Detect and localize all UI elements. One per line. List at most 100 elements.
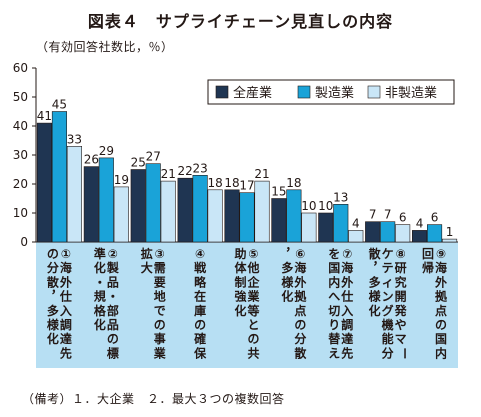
category-label-char: の xyxy=(294,318,306,332)
category-label-char: 拠 xyxy=(435,289,448,304)
category-label-char: 事 xyxy=(154,331,166,346)
category-label-char: 分 xyxy=(47,260,59,275)
y-tick-label: 50 xyxy=(13,90,28,104)
category-label-char: 製 xyxy=(106,260,120,275)
category-label-char: ン xyxy=(382,290,394,304)
legend-box xyxy=(207,79,455,105)
category-label-char: マ xyxy=(395,332,407,346)
legend-swatch xyxy=(297,85,311,99)
category-label-char: 様 xyxy=(47,317,60,332)
category-label-char: ・ xyxy=(107,290,119,304)
category-label-char: と xyxy=(247,318,259,332)
data-label: 6 xyxy=(399,211,407,225)
category-label-char: 散 xyxy=(294,345,307,360)
category-label-char: 国 xyxy=(435,332,447,346)
category-label-char: ケ xyxy=(382,247,394,261)
category-label-char: 替 xyxy=(328,331,341,346)
bar xyxy=(224,189,240,243)
category-label-char: ③ xyxy=(155,247,165,261)
legend-swatch xyxy=(215,85,229,99)
bar xyxy=(442,238,458,243)
category-label-char: 体 xyxy=(234,260,247,275)
category-label-char: ， xyxy=(51,282,63,296)
data-label: 18 xyxy=(224,176,239,190)
category-label-char: 分 xyxy=(382,345,394,360)
category-label-char: 海 xyxy=(294,260,306,275)
data-label: 41 xyxy=(37,109,52,123)
data-label: 4 xyxy=(352,216,360,230)
category-label-char: 帰 xyxy=(422,260,434,275)
category-label-char: 化 xyxy=(234,303,246,318)
category-label-char: の xyxy=(194,318,206,332)
data-label: 21 xyxy=(161,167,176,181)
category-label-char: 点 xyxy=(294,303,306,318)
bar xyxy=(427,224,443,243)
data-label: 1 xyxy=(446,225,454,239)
bar xyxy=(192,175,208,243)
category-label-char: 標 xyxy=(107,345,119,360)
data-label: 10 xyxy=(318,199,333,213)
data-label: 19 xyxy=(114,173,129,187)
category-label-char: 究 xyxy=(395,274,407,289)
category-label-char: 切 xyxy=(328,304,340,318)
category-label-char: 達 xyxy=(60,331,72,346)
category-label-char: 入 xyxy=(60,304,72,318)
category-label-char: 多 xyxy=(369,274,381,289)
category-label-char: 庫 xyxy=(194,303,206,318)
category-label-char: 内 xyxy=(328,274,340,289)
data-label: 15 xyxy=(271,185,286,199)
category-label-char: ⑦ xyxy=(342,247,352,261)
bar xyxy=(36,122,52,243)
category-label-char: 入 xyxy=(341,304,353,318)
category-label-char: 在 xyxy=(194,289,206,304)
footnote: （備考）１．大企業 ２．最大３つの複数回答 xyxy=(22,392,285,406)
category-label-char: の xyxy=(435,318,447,332)
category-label-char: 準 xyxy=(94,246,106,261)
bar xyxy=(254,180,270,243)
category-label-char: 地 xyxy=(154,289,166,304)
data-label: 7 xyxy=(384,208,392,222)
category-label-char: ② xyxy=(108,247,118,261)
data-label: 26 xyxy=(84,153,99,167)
bar xyxy=(333,204,349,243)
category-label-char: 拠 xyxy=(294,289,307,304)
unit-label: （有効回答社数比，％） xyxy=(36,40,174,54)
category-label-char: 品 xyxy=(107,318,119,332)
category-label-char: の xyxy=(107,332,119,346)
legend-label: 全産業 xyxy=(233,85,272,101)
category-label-char: グ xyxy=(382,303,394,318)
bar xyxy=(160,180,176,243)
bar xyxy=(207,189,223,243)
category-label-char: え xyxy=(328,346,340,360)
category-label-char: ィ xyxy=(382,275,394,289)
legend-swatch xyxy=(367,85,381,99)
category-label-char: 化 xyxy=(94,317,106,332)
category-label-char: 助 xyxy=(234,246,246,261)
data-label: 18 xyxy=(207,176,222,190)
category-label-char: 発 xyxy=(394,303,408,318)
category-label-char: 外 xyxy=(435,274,447,289)
category-label-char: ④ xyxy=(195,247,205,261)
data-label: 27 xyxy=(146,150,161,164)
category-label-char: の xyxy=(247,332,259,346)
category-label-char: を xyxy=(328,247,340,261)
category-label-char: 他 xyxy=(246,260,259,275)
category-label-char: 先 xyxy=(60,345,72,360)
bar xyxy=(130,169,146,243)
category-label-char: 国 xyxy=(328,261,340,275)
category-label-char: 化 xyxy=(94,260,106,275)
y-tick-label: 60 xyxy=(13,61,28,75)
bar xyxy=(286,189,302,243)
category-label-char: 散 xyxy=(369,246,382,261)
bar xyxy=(380,221,396,243)
category-label-char: や xyxy=(395,318,407,332)
category-label-char: 化 xyxy=(369,303,381,318)
category-label-char: 調 xyxy=(341,317,353,332)
category-label-char: 海 xyxy=(60,260,72,275)
category-label-char: 規 xyxy=(94,289,106,304)
